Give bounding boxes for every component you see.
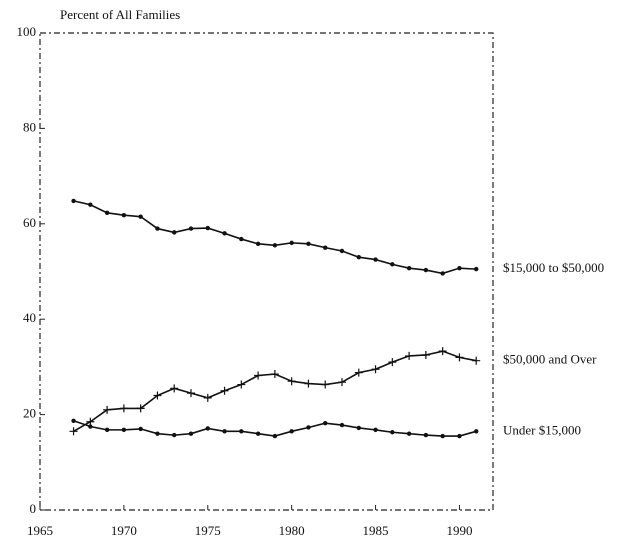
x-tick-label: 1975	[195, 523, 221, 538]
point-marker	[421, 350, 430, 359]
x-tick-label: 1980	[279, 523, 305, 538]
point-marker	[338, 378, 346, 387]
series-line	[73, 200, 477, 275]
point-marker	[203, 393, 212, 402]
point-marker	[155, 226, 160, 231]
point-marker	[220, 386, 229, 395]
point-marker	[239, 429, 244, 434]
point-marker	[289, 240, 294, 246]
point-marker	[272, 433, 278, 439]
point-marker	[455, 353, 464, 362]
point-marker	[239, 236, 244, 242]
point-marker	[172, 432, 177, 438]
y-axis-label: Percent of All Families	[60, 7, 180, 22]
point-marker	[390, 262, 395, 267]
y-tick-label: 40	[23, 310, 36, 325]
point-marker	[306, 425, 311, 430]
point-marker	[406, 265, 412, 271]
point-marker	[205, 426, 210, 431]
series-line	[73, 420, 477, 437]
point-marker	[71, 198, 76, 204]
y-tick-label: 100	[17, 24, 37, 39]
point-marker	[373, 427, 378, 433]
point-marker	[474, 429, 479, 434]
point-marker	[237, 380, 246, 389]
y-tick-label: 0	[30, 501, 37, 516]
point-marker	[170, 384, 179, 393]
point-marker	[472, 356, 481, 365]
point-marker	[440, 271, 445, 276]
point-marker	[373, 257, 378, 262]
point-marker	[371, 365, 380, 374]
point-marker	[254, 371, 263, 380]
series-label: Under $15,000	[503, 422, 581, 437]
point-marker	[172, 230, 177, 235]
point-marker	[121, 213, 127, 218]
x-tick-label: 1985	[363, 523, 389, 538]
series-label: $50,000 and Over	[503, 352, 597, 367]
x-tick-label: 1970	[111, 523, 137, 538]
point-marker	[356, 254, 361, 260]
point-marker	[138, 214, 143, 219]
point-marker	[136, 404, 145, 413]
point-marker	[255, 241, 261, 247]
point-marker	[188, 226, 194, 231]
y-tick-label: 60	[23, 215, 36, 230]
x-tick-label: 1965	[27, 523, 53, 538]
point-marker	[138, 426, 143, 432]
point-marker	[354, 368, 363, 377]
point-marker	[155, 431, 160, 436]
series-label: $15,000 to $50,000	[503, 260, 604, 275]
point-marker	[423, 267, 429, 273]
y-tick-label: 80	[23, 119, 36, 134]
point-marker	[457, 433, 462, 439]
point-marker	[187, 389, 195, 398]
point-marker	[474, 266, 479, 272]
point-marker	[289, 429, 294, 434]
point-marker	[272, 243, 278, 248]
point-marker	[270, 370, 279, 379]
point-marker	[457, 265, 462, 271]
point-marker	[222, 429, 227, 434]
point-marker	[222, 231, 227, 236]
point-marker	[287, 377, 296, 386]
point-marker	[321, 380, 330, 389]
point-marker	[71, 418, 76, 424]
point-marker	[388, 358, 397, 367]
point-marker	[119, 404, 128, 413]
y-tick-label: 20	[23, 406, 36, 421]
series-line	[73, 350, 477, 432]
point-marker	[323, 420, 328, 426]
point-marker	[339, 248, 345, 254]
point-marker	[103, 405, 112, 414]
point-marker	[339, 422, 345, 428]
point-marker	[121, 427, 127, 433]
point-marker	[88, 202, 93, 207]
point-marker	[205, 225, 210, 231]
point-marker	[406, 431, 412, 436]
point-marker	[390, 430, 395, 435]
point-marker	[423, 432, 429, 438]
point-marker	[405, 351, 414, 360]
point-marker	[153, 391, 162, 400]
point-marker	[438, 347, 447, 356]
point-marker	[69, 427, 78, 436]
x-tick-label: 1990	[446, 523, 472, 538]
point-marker	[88, 424, 93, 429]
point-marker	[255, 431, 261, 436]
point-marker	[306, 241, 311, 247]
point-marker	[104, 427, 110, 433]
plot-frame	[39, 32, 494, 511]
point-marker	[356, 425, 361, 431]
point-marker	[104, 210, 110, 216]
point-marker	[188, 431, 194, 436]
point-marker	[323, 245, 328, 250]
point-marker	[440, 433, 445, 439]
point-marker	[304, 379, 313, 388]
